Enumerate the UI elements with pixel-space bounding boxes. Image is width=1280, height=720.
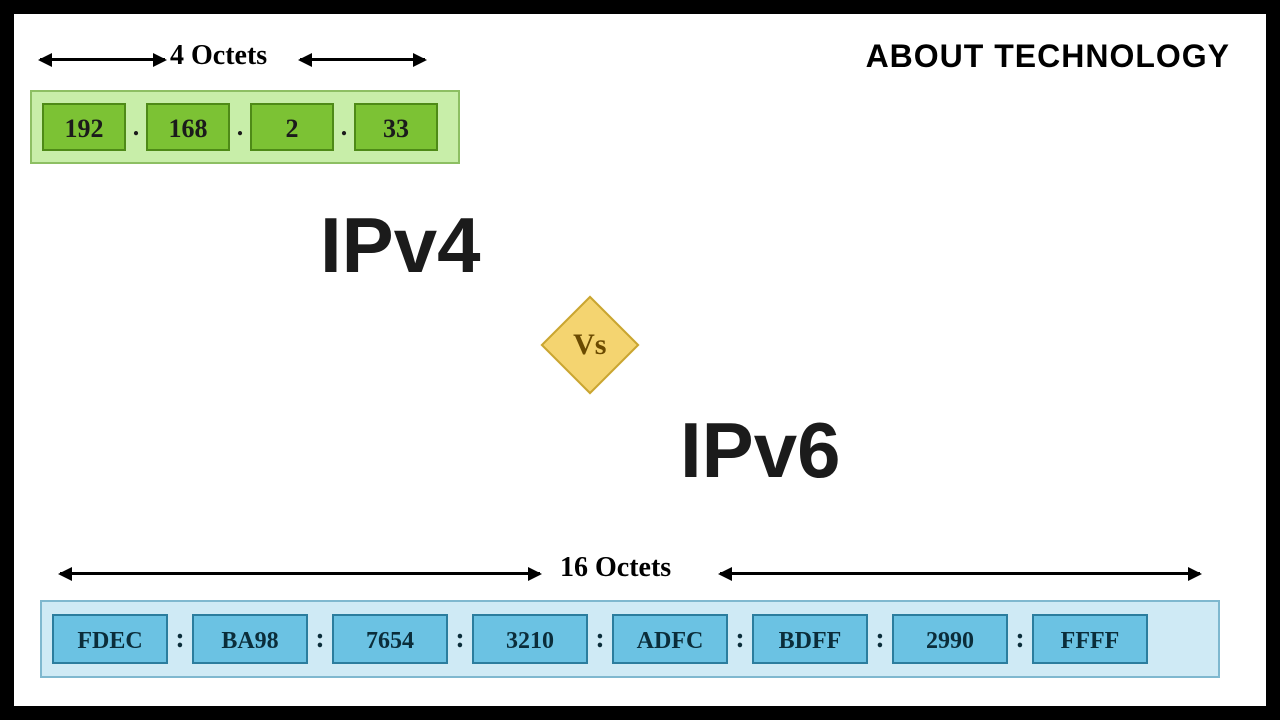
ipv6-octet: ADFC bbox=[612, 614, 728, 664]
ipv4-octet: 192 bbox=[42, 103, 126, 151]
ipv6-address-strip: FDEC:BA98:7654:3210:ADFC:BDFF:2990:FFFF bbox=[40, 600, 1220, 678]
ipv4-title: IPv4 bbox=[320, 200, 480, 291]
header-title: ABOUT TECHNOLOGY bbox=[866, 38, 1230, 75]
ipv6-octet: BA98 bbox=[192, 614, 308, 664]
ipv6-title: IPv6 bbox=[680, 405, 840, 496]
ipv6-separator: : bbox=[588, 623, 612, 655]
ipv6-separator: : bbox=[308, 623, 332, 655]
vs-text: Vs bbox=[573, 328, 606, 362]
ipv4-arrow-right-icon bbox=[300, 58, 425, 61]
ipv4-arrow-left-icon bbox=[40, 58, 165, 61]
ipv6-separator: : bbox=[868, 623, 892, 655]
ipv6-separator: : bbox=[1008, 623, 1032, 655]
ipv6-octet: FFFF bbox=[1032, 614, 1148, 664]
ipv4-separator: . bbox=[126, 112, 146, 142]
ipv6-arrow-right-icon bbox=[720, 572, 1200, 575]
ipv6-octets-label: 16 Octets bbox=[560, 552, 671, 584]
ipv6-octet: 2990 bbox=[892, 614, 1008, 664]
ipv6-arrow-left-icon bbox=[60, 572, 540, 575]
ipv6-separator: : bbox=[728, 623, 752, 655]
ipv4-octet: 2 bbox=[250, 103, 334, 151]
ipv4-octet: 168 bbox=[146, 103, 230, 151]
ipv6-octet: BDFF bbox=[752, 614, 868, 664]
ipv4-address-strip: 192.168.2.33 bbox=[30, 90, 460, 164]
ipv6-separator: : bbox=[168, 623, 192, 655]
ipv4-separator: . bbox=[230, 112, 250, 142]
ipv4-octets-label: 4 Octets bbox=[170, 40, 267, 72]
ipv4-separator: . bbox=[334, 112, 354, 142]
ipv6-octet: 7654 bbox=[332, 614, 448, 664]
ipv6-separator: : bbox=[448, 623, 472, 655]
ipv4-octet: 33 bbox=[354, 103, 438, 151]
ipv6-octet: 3210 bbox=[472, 614, 588, 664]
ipv6-octet: FDEC bbox=[52, 614, 168, 664]
